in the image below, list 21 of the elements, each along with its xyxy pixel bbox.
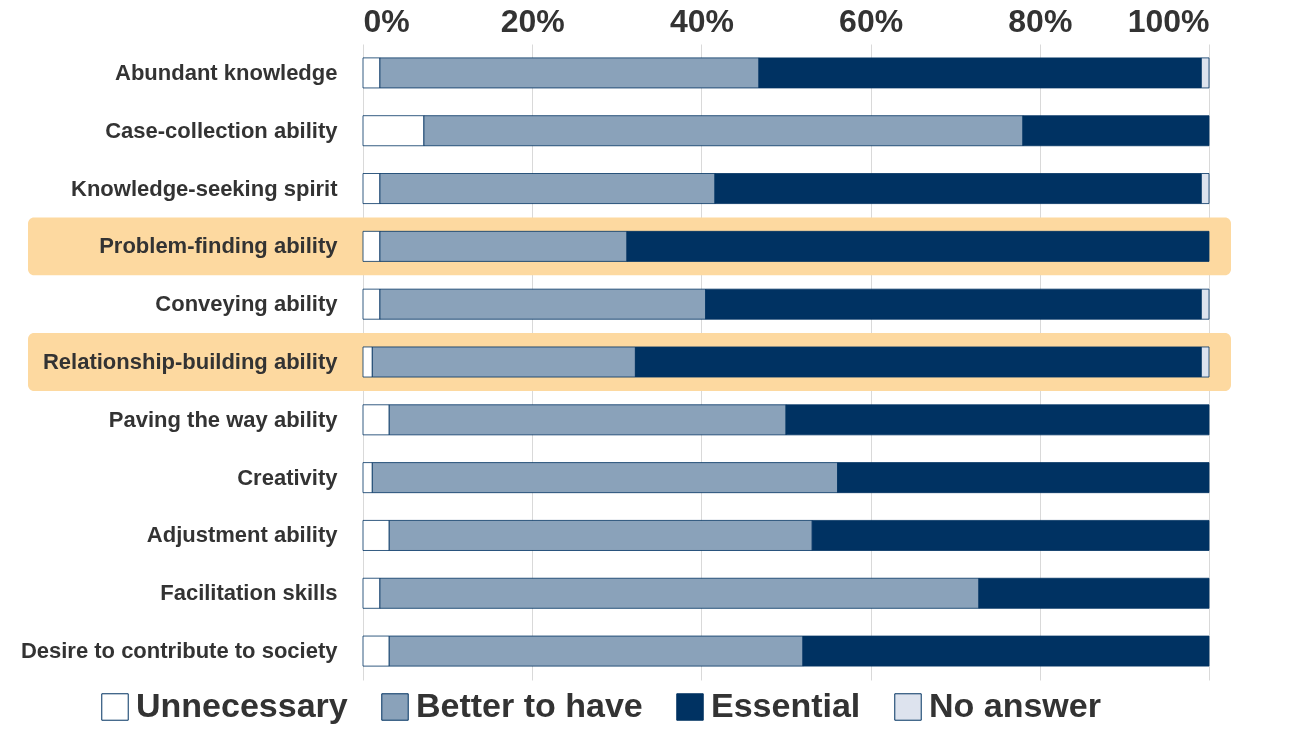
y-tick-label: Creativity	[237, 464, 339, 490]
y-tick-label: Problem-finding ability	[99, 233, 339, 259]
y-tick-label: Adjustment ability	[146, 522, 339, 548]
x-tick-label: 100%	[1127, 2, 1210, 39]
legend-label: No answer	[929, 686, 1101, 724]
legend-label: Essential	[711, 686, 861, 724]
x-tick-label: 40%	[669, 2, 734, 39]
y-tick-label: Case-collection ability	[105, 117, 339, 143]
y-tick-label: Relationship-building ability	[42, 349, 339, 374]
y-tick-label: Abundant knowledge	[115, 59, 338, 85]
x-tick-label: 60%	[839, 2, 904, 39]
x-tick-label: 80%	[1008, 2, 1073, 39]
legend-label: Better to have	[416, 686, 643, 724]
x-tick-label: 20%	[500, 2, 565, 39]
x-tick-label: 0%	[363, 2, 410, 39]
y-tick-label: Desire to contribute to society	[20, 638, 339, 664]
y-tick-label: Facilitation skills	[160, 580, 338, 606]
legend-label: Unnecessary	[136, 686, 348, 724]
y-tick-label: Paving the way ability	[108, 406, 339, 432]
y-tick-label: Knowledge-seeking spirit	[71, 175, 339, 201]
y-tick-label: Conveying ability	[155, 291, 339, 317]
